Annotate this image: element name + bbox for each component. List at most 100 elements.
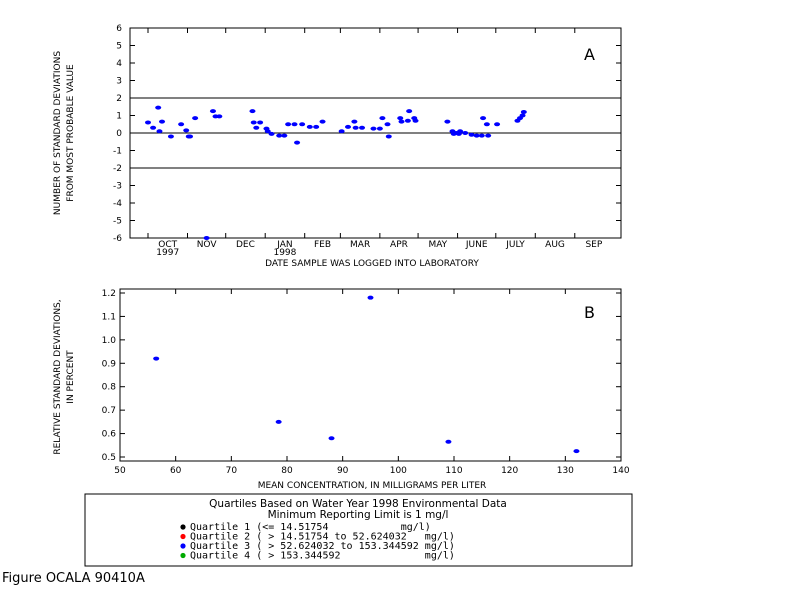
panel-a-data-point: [257, 120, 264, 125]
panel-b-x-tick-label: 90: [337, 466, 349, 476]
panel-a-data-point: [385, 134, 392, 139]
panel-a-data-point: [268, 131, 275, 136]
panel-a-data-point: [338, 129, 345, 134]
legend-entry-label: Quartile 1 (<= 14.51754 mg/l): [190, 522, 431, 533]
panel-a-x-tick-label: APR: [390, 240, 408, 250]
panel-a-y-tick-label: -4: [113, 199, 122, 209]
panel-b-x-tick-label: 120: [501, 466, 518, 476]
panel-a-data-point: [468, 132, 475, 137]
panel-b-x-tick-label: 130: [557, 466, 574, 476]
panel-a-y-tick-label: -1: [113, 147, 122, 157]
panel-a-data-point: [250, 120, 257, 125]
panel-a-x-tick-label: OCT: [158, 240, 177, 250]
panel-a-x-tick-label: FEB: [314, 240, 331, 250]
panel-a-data-point: [376, 126, 383, 131]
panel-a-points: [145, 105, 527, 240]
panel-b-x-tick-label: 60: [170, 466, 182, 476]
panel-a-data-point: [520, 110, 527, 114]
panel-a-x-tick-year: 1998: [273, 248, 296, 258]
figure-caption: Figure OCALA 90410A: [2, 571, 145, 586]
panel-b-data-point: [445, 439, 452, 444]
panel-b-data-point: [328, 436, 335, 441]
panel-b-y-axis-label: RELATIVE STANDARD DEVIATIONS, IN PERCENT: [53, 299, 76, 454]
panel-a-y-axis-label: NUMBER OF STANDARD DEVIATIONS FROM MOST …: [53, 51, 76, 215]
panel-a-data-point: [485, 133, 492, 138]
legend-marker: [180, 524, 186, 530]
panel-a-data-point: [370, 126, 377, 131]
panel-a-data-point: [384, 122, 391, 127]
panel-a-data-point: [203, 236, 210, 240]
legend-subtitle: Minimum Reporting Limit is 1 mg/l: [268, 509, 449, 521]
panel-a-data-point: [209, 109, 216, 114]
panel-a-y-ticks: -6 -5 -4 -3 -2 -1 0 1 2 3 4 5 6: [113, 24, 621, 244]
panel-a-data-point: [253, 125, 260, 130]
panel-a-y-tick-label: 3: [116, 77, 122, 87]
panel-b-x-tick-label: 140: [612, 466, 629, 476]
panel-a-data-point: [291, 122, 298, 127]
legend-frame: [84, 493, 633, 567]
panel-a-data-point: [345, 124, 352, 129]
panel-b-y-tick-label: 1.1: [102, 312, 116, 322]
panel-b-label: B: [584, 303, 595, 322]
panel-a-y-axis-label-line2: FROM MOST PROBABLE VALUE: [66, 64, 76, 202]
panel-a-data-point: [249, 109, 256, 114]
panel-a-x-tick-label: SEP: [585, 240, 602, 250]
legend-marker: [180, 552, 186, 559]
panel-a-data-point: [319, 119, 326, 124]
panel-b-data-point: [275, 419, 282, 424]
panel-a-data-point: [285, 122, 292, 127]
panel-a-x-tick-year: 1997: [156, 248, 179, 258]
legend-entries: Quartile 1 (<= 14.51754 mg/l)Quartile 2 …: [180, 522, 455, 562]
panel-a-data-point: [351, 119, 358, 124]
panel-b-frame: [119, 288, 622, 462]
panel-a-data-point: [216, 114, 223, 119]
panel-a-data-point: [150, 125, 157, 130]
panel-a-y-tick-label: 4: [116, 59, 122, 69]
panel-a-data-point: [444, 119, 451, 124]
panel-a-data-point: [183, 128, 190, 133]
panel-a-x-tick-label: MAR: [350, 240, 370, 250]
panel-a-y-tick-label: 5: [116, 42, 122, 52]
panel-a-data-point: [379, 116, 386, 121]
panel-a-data-point: [397, 116, 404, 121]
panel-b-y-tick-label: 0.5: [102, 453, 116, 463]
panel-b-data-point: [573, 449, 580, 454]
panel-b-data-point: [367, 295, 374, 300]
panel-b-x-tick-label: 70: [226, 466, 238, 476]
panel-a-data-point: [178, 122, 185, 127]
panel-a-data-point: [281, 133, 288, 138]
panel-b-y-tick-label: 1.0: [102, 336, 117, 346]
legend-marker: [180, 543, 186, 549]
panel-a-data-point: [478, 133, 485, 138]
panel-a-data-point: [462, 131, 469, 135]
panel-a-y-tick-label: 1: [116, 112, 122, 122]
panel-a-label: A: [584, 45, 595, 64]
legend: Quartiles Based on Water Year 1998 Envir…: [84, 493, 633, 567]
panel-b-y-tick-label: 0.8: [102, 383, 117, 393]
panel-a-data-point: [473, 133, 480, 138]
legend-title: Quartiles Based on Water Year 1998 Envir…: [209, 498, 507, 510]
panel-a-x-tick-label: JUNE: [465, 240, 488, 250]
panel-b-x-tick-label: 50: [114, 466, 126, 476]
panel-a-data-point: [145, 120, 151, 125]
panel-a-data-point: [294, 140, 301, 145]
panel-a-y-tick-label: 6: [116, 24, 122, 34]
panel-b-y-tick-label: 0.6: [102, 430, 117, 440]
legend-entry-label: Quartile 2 ( > 14.51754 to 52.624032 mg/…: [190, 532, 455, 543]
panel-a-data-point: [519, 113, 526, 118]
panel-b-x-tick-label: 100: [390, 466, 407, 476]
panel-a-y-tick-label: -3: [113, 182, 122, 192]
panel-a-x-tick-label: AUG: [545, 240, 565, 250]
panel-b-x-tick-label: 110: [445, 466, 462, 476]
panel-a-data-point: [167, 134, 174, 139]
panel-a-x-axis-label: DATE SAMPLE WAS LOGGED INTO LABORATORY: [265, 259, 479, 269]
panel-a-data-point: [187, 134, 194, 139]
panel-a-x-tick-label: DEC: [236, 240, 255, 250]
panel-a-data-point: [457, 129, 464, 134]
legend-entry-label: Quartile 3 ( > 52.624032 to 153.344592 m…: [190, 541, 455, 552]
panel-a-data-point: [398, 119, 405, 124]
legend-entry-label: Quartile 4 ( > 153.344592 mg/l): [190, 551, 455, 562]
panel-b-x-tick-label: 80: [281, 466, 293, 476]
